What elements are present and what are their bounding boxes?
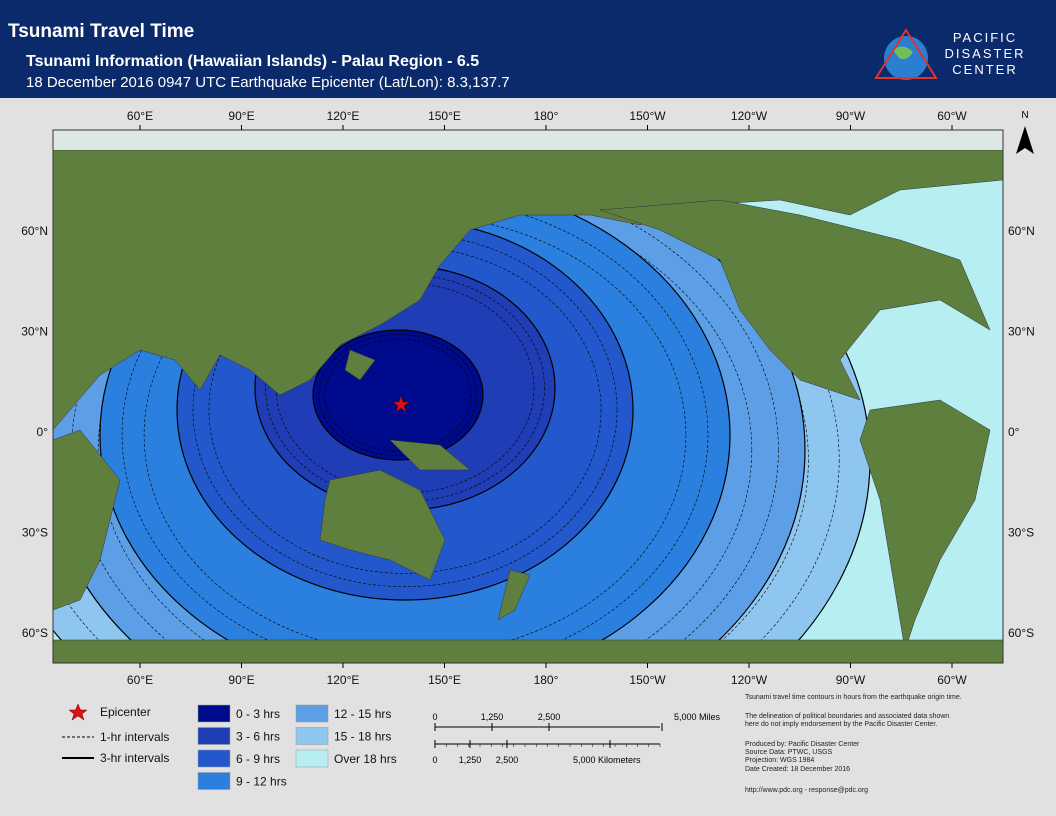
longitude-label: 90°E — [228, 673, 254, 687]
logo-text: CENTER — [952, 62, 1017, 77]
epicenter-icon — [68, 703, 88, 721]
scale-label: 0 — [432, 712, 437, 722]
note: Projection: WGS 1984 — [745, 757, 814, 764]
latitude-label: 60°S — [22, 626, 48, 640]
info: 18 December 2016 0947 UTC Earthquake Epi… — [26, 74, 510, 91]
legend-label: Epicenter — [100, 705, 151, 719]
subtitle: Tsunami Information (Hawaiian Islands) -… — [26, 53, 479, 70]
legend-label: 12 - 15 hrs — [334, 707, 391, 721]
notes: Tsunami travel time contours in hours fr… — [745, 694, 962, 794]
map — [53, 130, 1003, 663]
contour-1hr — [318, 334, 478, 456]
longitude-label: 90°W — [836, 673, 866, 687]
note: Date Created: 18 December 2016 — [745, 766, 850, 773]
latitude-label: 0° — [37, 425, 49, 439]
polar-ice — [53, 130, 1003, 150]
longitude-label: 150°W — [629, 109, 666, 123]
longitude-label: 120°W — [731, 109, 768, 123]
land — [859, 399, 991, 651]
longitude-label: 180° — [534, 673, 559, 687]
latitude-label: 30°S — [22, 526, 48, 540]
legend-swatch — [295, 727, 329, 745]
logo-triangle — [874, 28, 938, 79]
latitude-label: 30°N — [1008, 325, 1035, 339]
legend-label: Over 18 hrs — [334, 752, 397, 766]
title: Tsunami Travel Time — [8, 21, 194, 42]
latitude-label: 60°N — [1008, 224, 1035, 238]
logo-land — [893, 46, 913, 60]
map-frame — [52, 129, 1004, 664]
latitude-label: 30°N — [21, 325, 48, 339]
travel-time-zone — [312, 329, 484, 461]
legend-label: 6 - 9 hrs — [236, 752, 280, 766]
legend-label: 15 - 18 hrs — [334, 730, 391, 744]
legend-swatch — [197, 749, 231, 768]
land — [53, 429, 121, 611]
longitude-label: 150°E — [428, 673, 461, 687]
longitude-label: 90°W — [836, 109, 866, 123]
land — [53, 639, 1003, 663]
header-bar — [0, 0, 1056, 98]
legend-label: 1-hr intervals — [100, 730, 169, 744]
legend: Epicenter 1-hr intervals 3-hr intervals … — [62, 703, 397, 790]
legend-swatch — [197, 772, 231, 790]
north-arrow-icon — [1016, 126, 1034, 154]
legend-label: 9 - 12 hrs — [236, 775, 287, 789]
note: The delineation of political boundaries … — [745, 713, 949, 720]
scale-label: 5,000 Miles — [674, 712, 721, 722]
longitude-label: 60°W — [937, 109, 967, 123]
land — [344, 349, 376, 381]
land — [319, 469, 446, 581]
legend-swatch — [197, 727, 231, 745]
note: Produced by: Pacific Disaster Center — [745, 741, 860, 748]
contour-1hr — [324, 338, 472, 452]
scale-label: 2,500 — [538, 712, 561, 722]
legend-label: 0 - 3 hrs — [236, 707, 280, 721]
logo: PACIFIC DISASTER CENTER — [874, 28, 1025, 80]
longitude-label: 120°W — [731, 673, 768, 687]
note: http://www.pdc.org - response@pdc.org — [745, 787, 868, 794]
legend-label: 3 - 6 hrs — [236, 730, 280, 744]
note: Tsunami travel time contours in hours fr… — [745, 694, 962, 701]
contour-1hr — [208, 246, 602, 574]
longitude-label: 60°W — [937, 673, 967, 687]
longitude-label: 120°E — [327, 673, 360, 687]
note: here do not imply endorsement by the Pac… — [745, 721, 937, 728]
latitude-label: 60°N — [21, 224, 48, 238]
longitude-label: 150°E — [428, 109, 461, 123]
scale-bar: 0 1,250 2,500 5,000 Miles 0 1,250 2,500 5,000 K… — [432, 712, 720, 765]
legend-swatch — [295, 749, 329, 768]
land — [53, 149, 1003, 431]
note: Source Data: PTWC, USGS — [745, 749, 832, 756]
north-arrow: N — [1016, 110, 1034, 154]
longitude-label: 60°E — [127, 673, 153, 687]
legend-swatch — [295, 704, 329, 723]
scale-label: 2,500 — [496, 755, 519, 765]
longitude-label: 180° — [534, 109, 559, 123]
land — [389, 439, 471, 471]
longitude-label: 90°E — [228, 109, 254, 123]
scale-label: 1,250 — [481, 712, 504, 722]
epicenter-marker — [392, 395, 410, 413]
longitude-label: 150°W — [629, 673, 666, 687]
latitude-label: 0° — [1008, 425, 1020, 439]
land — [497, 569, 531, 621]
logo-text: DISASTER — [944, 46, 1025, 61]
longitude-label: 60°E — [127, 109, 153, 123]
north-label: N — [1021, 110, 1028, 121]
legend-swatch — [197, 704, 231, 723]
latitude-label: 60°S — [1008, 626, 1034, 640]
land — [599, 199, 991, 401]
scale-label: 5,000 Kilometers — [573, 755, 641, 765]
scale-label: 0 — [432, 755, 437, 765]
legend-label: 3-hr intervals — [100, 751, 169, 765]
longitude-label: 120°E — [327, 109, 360, 123]
logo-text: PACIFIC — [953, 30, 1017, 45]
latitude-label: 30°S — [1008, 526, 1034, 540]
scale-label: 1,250 — [459, 755, 482, 765]
